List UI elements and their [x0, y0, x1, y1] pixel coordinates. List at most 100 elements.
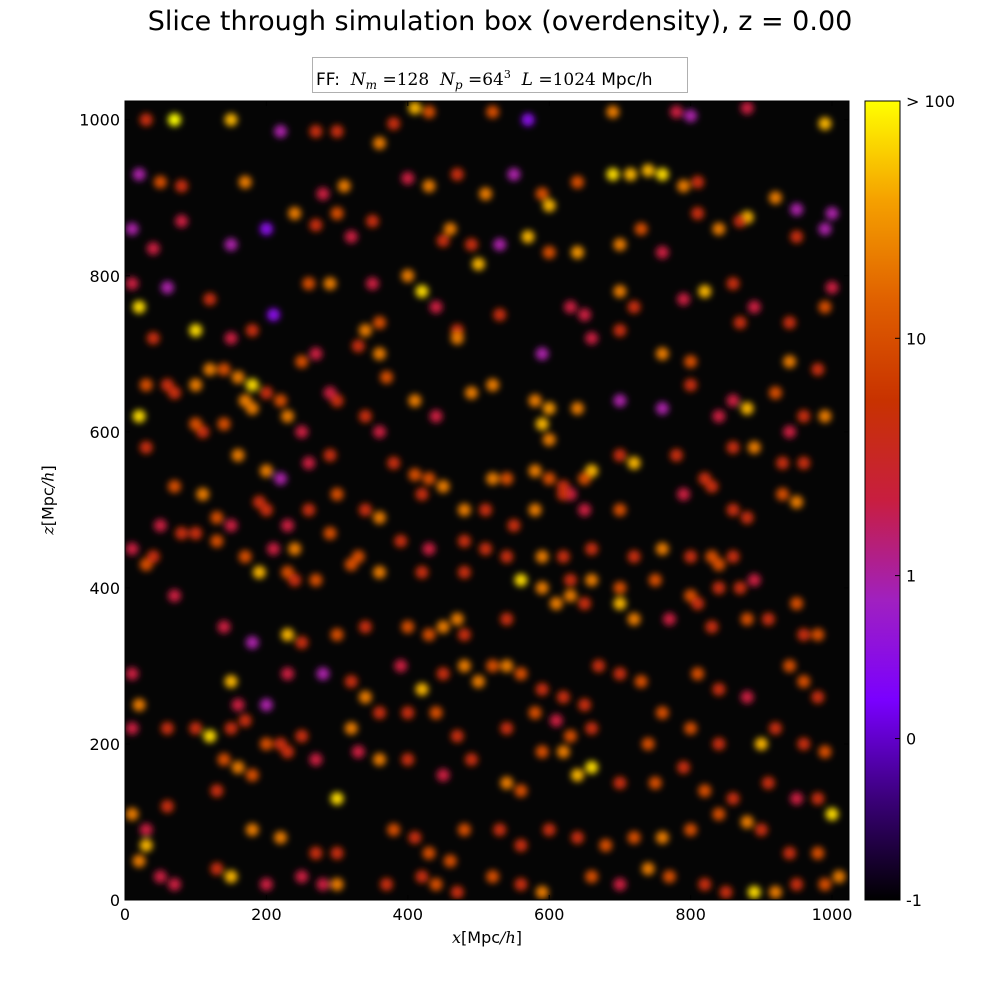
density-point [479, 187, 493, 201]
density-point [259, 222, 273, 236]
density-point [500, 472, 514, 486]
density-point [613, 581, 627, 595]
density-point [655, 542, 669, 556]
l-value: 1024 [552, 70, 596, 90]
density-point [429, 409, 443, 423]
density-point [825, 807, 839, 821]
density-point [797, 456, 811, 470]
density-point [224, 675, 238, 689]
density-point [684, 109, 698, 123]
density-point [210, 511, 224, 525]
density-point [726, 440, 740, 454]
density-point [790, 495, 804, 509]
density-point [627, 831, 641, 845]
colorbar-label: 10 [906, 329, 926, 348]
density-point [514, 877, 528, 891]
density-point [132, 698, 146, 712]
density-point [542, 401, 556, 415]
colorbar-label: 1 [906, 567, 916, 586]
density-point [613, 877, 627, 891]
density-point [669, 105, 683, 119]
density-point [337, 179, 351, 193]
density-point [783, 316, 797, 330]
density-point [733, 581, 747, 595]
x-tick-label: 200 [251, 905, 282, 924]
density-point [535, 581, 549, 595]
density-point [217, 620, 231, 634]
density-point [797, 737, 811, 751]
density-point [210, 862, 224, 876]
density-point [422, 846, 436, 860]
density-point [578, 472, 592, 486]
density-point [535, 187, 549, 201]
density-point [330, 487, 344, 501]
density-point [783, 846, 797, 860]
density-point [373, 136, 387, 150]
density-point [415, 565, 429, 579]
density-point [422, 105, 436, 119]
density-point [189, 323, 203, 337]
density-point [613, 596, 627, 610]
density-point [464, 753, 478, 767]
density-point [245, 323, 259, 337]
density-point [175, 179, 189, 193]
density-point [740, 690, 754, 704]
density-point [344, 230, 358, 244]
density-point [281, 409, 295, 423]
density-point [768, 721, 782, 735]
density-point [790, 596, 804, 610]
density-point [677, 179, 691, 193]
density-point [358, 323, 372, 337]
density-point [330, 846, 344, 860]
density-point [486, 870, 500, 884]
density-point [726, 394, 740, 408]
density-point [613, 448, 627, 462]
density-point [563, 729, 577, 743]
density-point [450, 885, 464, 899]
density-point [210, 534, 224, 548]
np-exponent: 3 [503, 68, 511, 81]
density-point [224, 721, 238, 735]
density-point [754, 823, 768, 837]
density-point [811, 792, 825, 806]
x-tick-label: 600 [534, 905, 565, 924]
density-point [330, 124, 344, 138]
density-point [585, 331, 599, 345]
density-point [797, 409, 811, 423]
density-point [705, 620, 719, 634]
density-point [224, 238, 238, 252]
density-point [373, 347, 387, 361]
density-point [507, 518, 521, 532]
density-point [408, 394, 422, 408]
density-point [698, 284, 712, 298]
density-point [167, 386, 181, 400]
density-point [422, 472, 436, 486]
density-point [818, 300, 832, 314]
density-point [563, 300, 577, 314]
density-point [401, 706, 415, 720]
density-point [266, 308, 280, 322]
np-subscript: p [454, 78, 463, 92]
density-point [401, 753, 415, 767]
density-point [535, 682, 549, 696]
density-point [196, 487, 210, 501]
density-point [684, 721, 698, 735]
density-point [160, 799, 174, 813]
density-point [613, 394, 627, 408]
density-point [125, 667, 139, 681]
density-point [288, 573, 302, 587]
density-point [450, 167, 464, 181]
density-point [231, 370, 245, 384]
density-point [217, 753, 231, 767]
density-point [578, 503, 592, 517]
density-point [238, 550, 252, 564]
nm-subscript: m [365, 78, 378, 92]
density-point [436, 620, 450, 634]
density-point [295, 355, 309, 369]
density-point [712, 737, 726, 751]
density-point [747, 885, 761, 899]
density-point [585, 870, 599, 884]
density-point [450, 612, 464, 626]
density-point [641, 163, 655, 177]
